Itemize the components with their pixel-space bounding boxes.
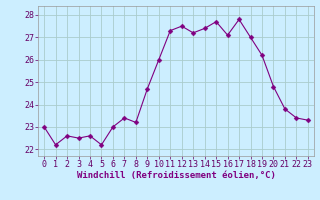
X-axis label: Windchill (Refroidissement éolien,°C): Windchill (Refroidissement éolien,°C) [76,171,276,180]
